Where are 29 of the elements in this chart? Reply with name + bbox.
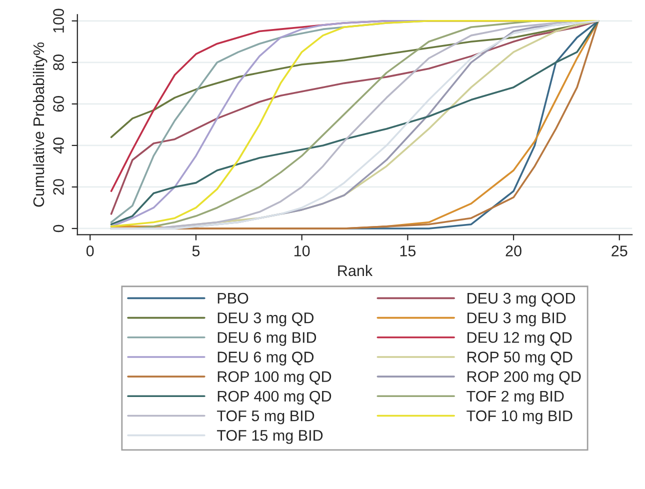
legend-label: DEU 12 mg QD [468,332,572,346]
x-tick-label: 15 [400,246,416,256]
legend-label: DEU 3 mg QOD [468,292,576,307]
legend-label: TOF 10 mg BID [466,410,572,424]
y-tick-label: 0 [53,224,64,232]
y-tick-label: 80 [53,54,64,70]
x-axis-title: Rank [338,264,373,276]
x-tick-label: 5 [192,246,200,256]
x-tick-label: 20 [506,246,522,256]
legend-label: DEU 3 mg QD [218,312,314,326]
legend-label: ROP 200 mg QD [468,371,581,386]
x-tick-label: 25 [612,246,628,256]
legend-label: PBO [218,292,248,304]
y-tick-label: 100 [53,8,64,32]
legend-label: ROP 100 mg QD [218,371,332,386]
legend-label: ROP 400 mg QD [218,390,332,405]
y-tick-label: 60 [53,96,64,112]
x-tick-label: 0 [86,246,94,256]
legend-label: DEU 6 mg BID [218,332,316,346]
y-tick-label: 20 [53,179,64,195]
legend-label: ROP 50 mg QD [468,352,572,366]
x-tick-label: 10 [294,246,310,256]
y-tick-label: 40 [53,138,64,154]
legend-label: TOF 5 mg BID [216,410,314,424]
legend-label: TOF 15 mg BID [216,430,323,444]
y-axis-title: Cumulative Probability% [32,42,48,207]
legend-label: DEU 6 mg QD [218,352,314,366]
legend-label: TOF 2 mg BID [466,390,564,405]
legend-label: DEU 3 mg BID [468,312,566,326]
